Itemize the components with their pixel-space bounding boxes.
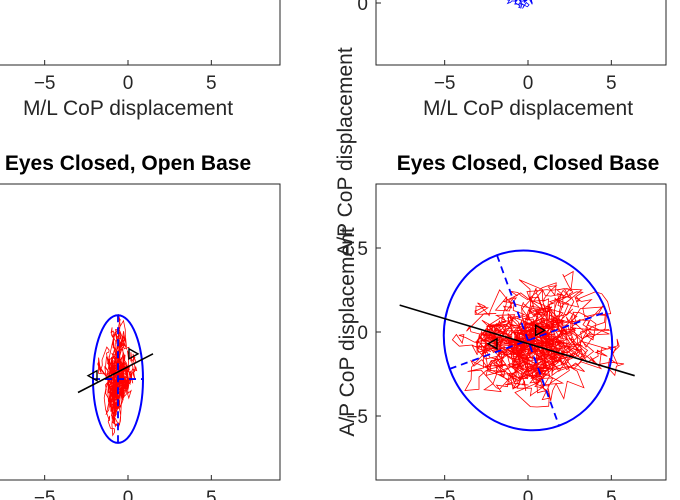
ellipse-major-axis bbox=[496, 254, 560, 426]
panel-top-right: −5 0 5 0 M/L CoP displacement A/P CoP displ… bbox=[334, 0, 667, 257]
ytick-label: 5 bbox=[357, 239, 368, 260]
xtick-label: 0 bbox=[123, 73, 134, 94]
xtick-label: 5 bbox=[606, 488, 617, 500]
xtick-label: 5 bbox=[206, 488, 217, 500]
xlabel-top-right: M/L CoP displacement bbox=[423, 97, 633, 120]
title-bottom-left: Eyes Closed, Open Base bbox=[5, 152, 251, 175]
triangle-marker bbox=[534, 324, 547, 337]
xtick-label: 0 bbox=[523, 73, 534, 94]
panel-top-left: −5 0 5 M/L CoP displacement bbox=[0, 0, 281, 120]
triangle-marker bbox=[128, 347, 140, 361]
ellipse-minor-axis bbox=[449, 311, 607, 370]
ylabel-top-right: A/P CoP displacement bbox=[334, 47, 357, 257]
axes-frame-top-right bbox=[375, 0, 667, 66]
regression-line bbox=[399, 304, 635, 377]
xtick-label: 5 bbox=[206, 73, 217, 94]
xtick-label: −5 bbox=[34, 73, 56, 94]
ylabel-bottom-right: A/P CoP displacement bbox=[336, 227, 359, 437]
triangle-marker bbox=[486, 337, 498, 350]
axes-frame-top-left bbox=[0, 0, 281, 66]
triangle-marker bbox=[86, 369, 98, 382]
ytick-label: −5 bbox=[346, 407, 368, 428]
ytick-label: 0 bbox=[357, 323, 368, 344]
trace-top-right bbox=[506, 0, 533, 9]
cop-trace bbox=[97, 314, 138, 437]
title-bottom-right: Eyes Closed, Closed Base bbox=[397, 152, 660, 175]
regression-line bbox=[77, 353, 154, 394]
cop-trace bbox=[451, 270, 625, 408]
xtick-label: 0 bbox=[523, 488, 534, 500]
xtick-label: 0 bbox=[123, 488, 134, 500]
xlabel-top-left: M/L CoP displacement bbox=[23, 97, 233, 120]
xtick-label: −5 bbox=[34, 488, 56, 500]
panel-bottom-right: Eyes Closed, Closed Base −5 0 5 5 0 −5 A/P Co… bbox=[336, 152, 667, 500]
panel-bottom-left: Eyes Closed, Open Base −5 0 5 bbox=[0, 152, 281, 500]
xtick-label: −5 bbox=[434, 73, 456, 94]
axes-frame-bottom-left bbox=[0, 183, 281, 481]
xtick-label: −5 bbox=[434, 488, 456, 500]
ytick-label: 0 bbox=[357, 0, 368, 15]
xtick-label: 5 bbox=[606, 73, 617, 94]
